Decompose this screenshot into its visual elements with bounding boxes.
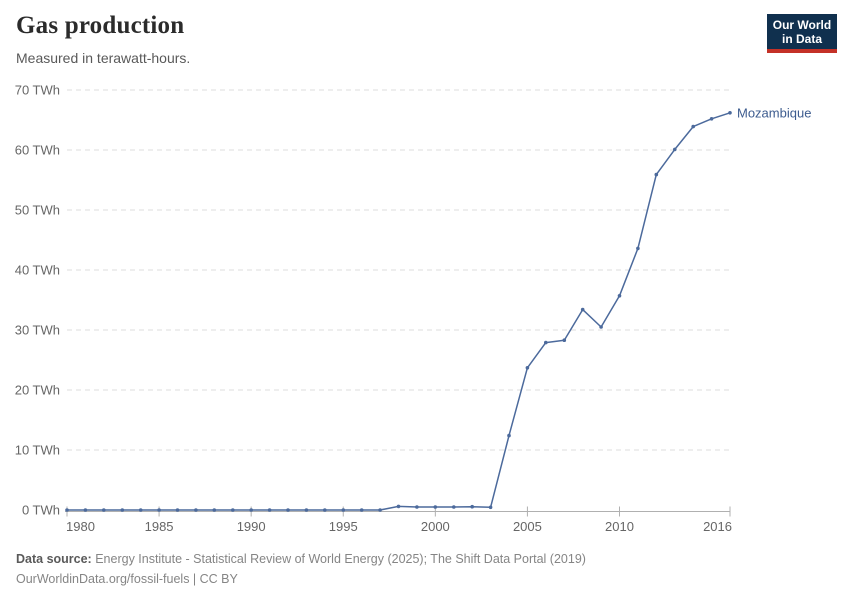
x-axis-tick-label: 2010: [605, 519, 634, 534]
x-axis-tick-label: 1980: [66, 519, 95, 534]
y-axis-tick-label: 0 TWh: [22, 503, 60, 518]
data-point[interactable]: [673, 147, 677, 152]
data-point[interactable]: [323, 508, 327, 512]
chart-canvas[interactable]: 0 TWh 10 TWh 20 TWh 30 TWh 40 TWh 50 TWh 60 TW…: [0, 0, 850, 545]
series-label-mozambique[interactable]: Mozambique: [737, 105, 811, 120]
data-point[interactable]: [102, 508, 106, 512]
data-point[interactable]: [709, 117, 714, 121]
data-point[interactable]: [138, 508, 143, 512]
y-axis-tick-label: 40 TWh: [15, 263, 60, 278]
y-axis-tick-label: 50 TWh: [15, 203, 60, 218]
data-point[interactable]: [728, 111, 732, 115]
x-axis-tick-label: 2005: [513, 519, 542, 534]
license-text: | CC BY: [189, 572, 238, 586]
data-point[interactable]: [599, 325, 603, 329]
x-axis-tick-label: 1995: [329, 519, 358, 534]
data-point[interactable]: [175, 508, 180, 512]
data-point[interactable]: [617, 294, 622, 298]
x-axis-tick-label: 1990: [237, 519, 266, 534]
data-point[interactable]: [120, 508, 125, 512]
data-point[interactable]: [654, 172, 659, 177]
data-point[interactable]: [433, 505, 438, 509]
data-point[interactable]: [580, 307, 585, 312]
data-point[interactable]: [83, 508, 88, 512]
y-axis-tick-label: 30 TWh: [15, 323, 60, 338]
data-point[interactable]: [562, 338, 567, 343]
data-point[interactable]: [470, 504, 475, 509]
chart-footer: Data source: Energy Institute - Statisti…: [16, 549, 586, 589]
data-point[interactable]: [691, 124, 695, 129]
data-point[interactable]: [65, 508, 69, 512]
data-point[interactable]: [359, 508, 364, 512]
data-point[interactable]: [507, 433, 511, 438]
chart-subtitle: Measured in terawatt-hours.: [16, 50, 191, 66]
y-axis-tick-label: 60 TWh: [15, 143, 60, 158]
data-point[interactable]: [212, 508, 217, 512]
data-point[interactable]: [304, 508, 309, 512]
data-point[interactable]: [231, 508, 235, 512]
data-source-label: Data source:: [16, 552, 92, 566]
data-point[interactable]: [452, 505, 456, 509]
data-point[interactable]: [249, 508, 253, 512]
y-axis-tick-label: 10 TWh: [15, 443, 60, 458]
data-point[interactable]: [544, 340, 548, 345]
data-point[interactable]: [378, 508, 382, 512]
owid-logo-line1: Our World: [772, 18, 832, 32]
y-axis-tick-label: 70 TWh: [15, 83, 60, 98]
data-source-text: Energy Institute - Statistical Review of…: [91, 552, 586, 566]
x-axis-tick-label: 2000: [421, 519, 450, 534]
owid-url-link[interactable]: OurWorldinData.org/fossil-fuels: [16, 572, 190, 586]
x-axis-tick-label: 1985: [145, 519, 174, 534]
data-source-line: Data source: Energy Institute - Statisti…: [16, 549, 586, 569]
license-line: OurWorldinData.org/fossil-fuels | CC BY: [16, 569, 586, 589]
data-point[interactable]: [194, 508, 198, 512]
data-point[interactable]: [525, 366, 530, 370]
data-point[interactable]: [396, 504, 401, 509]
owid-logo[interactable]: Our World in Data: [767, 14, 837, 53]
data-point[interactable]: [415, 505, 419, 509]
owid-logo-line2: in Data: [781, 32, 822, 46]
y-axis-tick-label: 20 TWh: [15, 383, 60, 398]
chart-title: Gas production: [16, 12, 185, 39]
data-point[interactable]: [488, 505, 493, 510]
x-axis-tick-label: 2016: [703, 519, 732, 534]
data-point[interactable]: [636, 246, 640, 251]
data-point[interactable]: [267, 508, 272, 512]
data-point[interactable]: [286, 508, 290, 512]
data-point[interactable]: [157, 508, 161, 512]
data-point[interactable]: [341, 508, 346, 512]
